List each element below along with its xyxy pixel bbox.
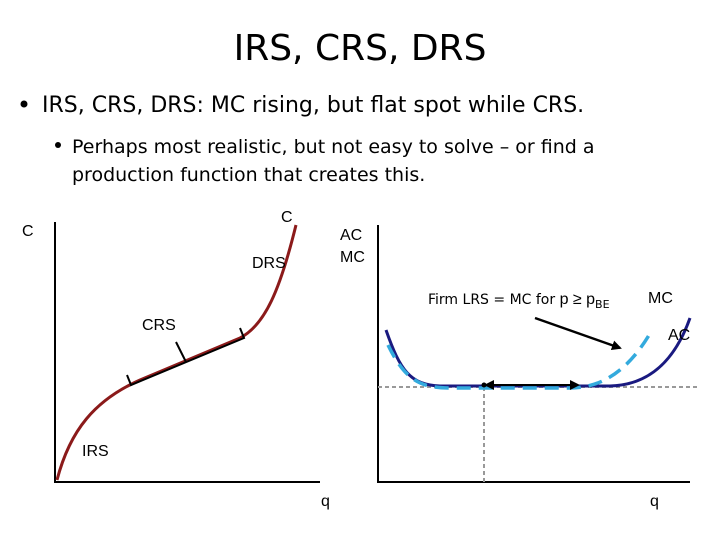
region-label: CRS (142, 317, 176, 334)
right-graph: AC MC Firm LRS = MC for p ≥ pBE MC AC q (340, 225, 700, 510)
mc-curve (384, 317, 692, 388)
left-graph: C C DRS CRS IRS q (22, 209, 330, 510)
region-label: DRS (252, 255, 286, 272)
curve-label: C (281, 209, 293, 226)
curve-label: AC (668, 327, 690, 344)
title: IRS, CRS, DRS (234, 28, 487, 69)
sub-bullet-line: production function that creates this. (72, 164, 425, 186)
annotation-subscript: BE (595, 298, 610, 311)
y-axis-label: MC (340, 249, 365, 266)
x-axis-label: q (650, 493, 659, 510)
point (481, 382, 487, 388)
region-label: IRS (82, 443, 109, 460)
cost-curve (55, 224, 298, 481)
axes (54, 222, 320, 483)
curve-label: MC (648, 290, 673, 307)
annotation-condition: p ≥ p (560, 291, 596, 308)
annotation-text: Firm LRS = MC for (428, 292, 560, 308)
ac-curve (386, 329, 654, 390)
y-axis-label: C (22, 223, 34, 240)
bullet-dot (20, 100, 28, 108)
annotation-arrow (534, 316, 622, 351)
x-axis-label: q (321, 493, 330, 510)
reference-lines (378, 386, 700, 482)
bullet-text: IRS, CRS, DRS: MC rising, but flat spot … (42, 93, 584, 118)
axes (377, 225, 690, 483)
y-axis-label: AC (340, 227, 362, 244)
bullet-dot (55, 142, 61, 148)
sub-bullet-line: Perhaps most realistic, but not easy to … (72, 136, 595, 158)
annotation: Firm LRS = MC for p ≥ pBE (428, 291, 610, 311)
crs-bracket (126, 327, 246, 387)
